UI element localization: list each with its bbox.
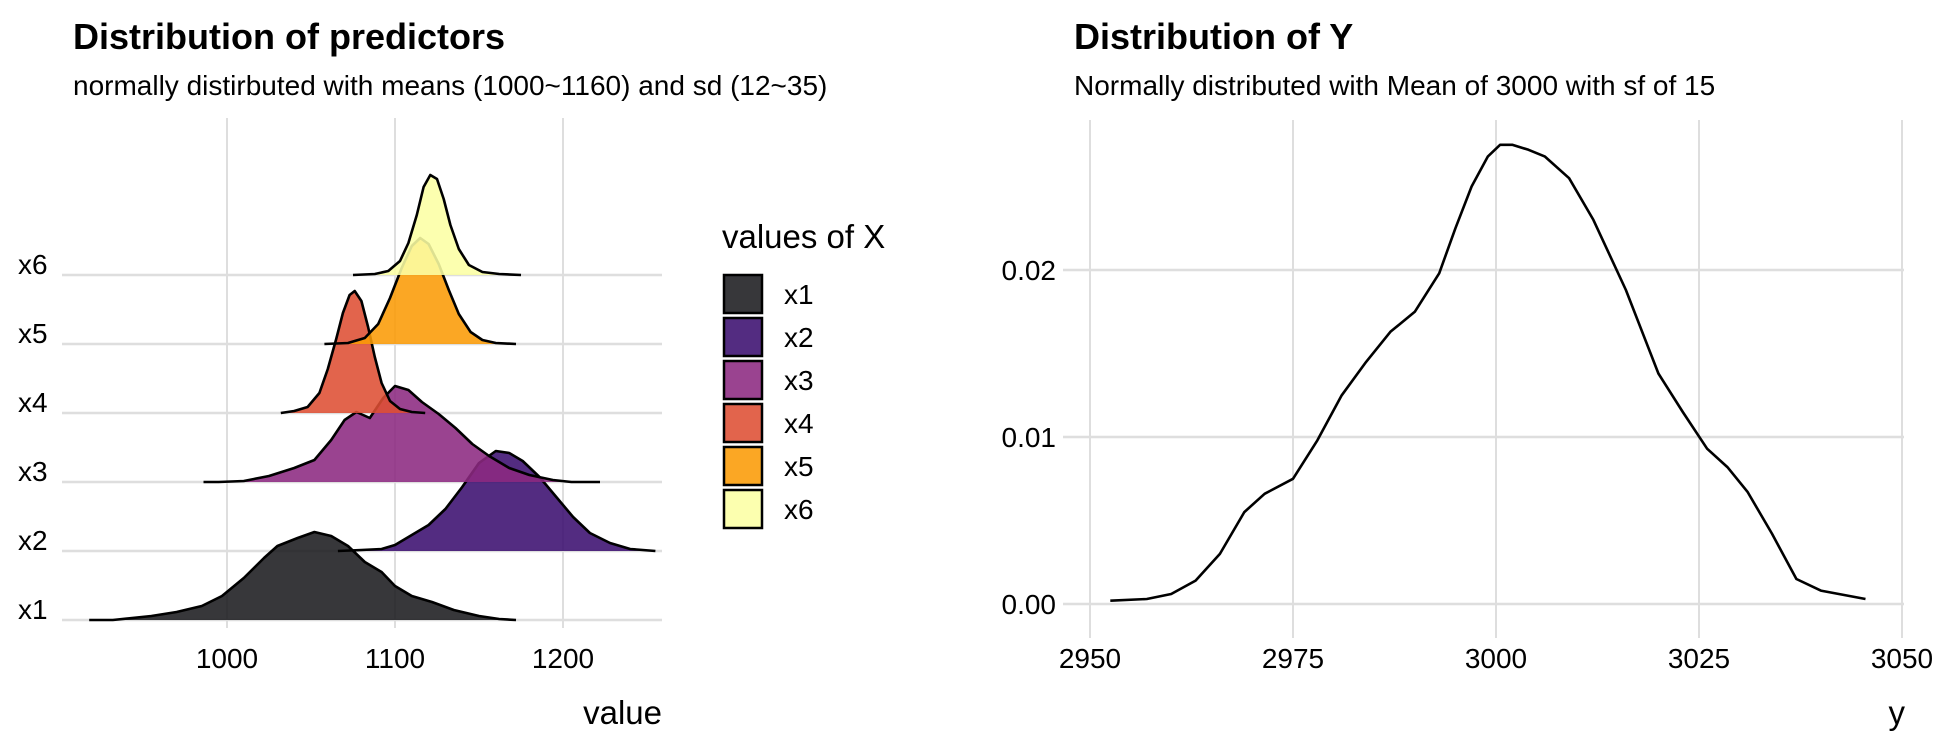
y-tick-label: x5 <box>18 318 48 349</box>
y-tick-label: x6 <box>18 249 48 280</box>
y-tick-label: 0.01 <box>1002 422 1057 453</box>
ridge-line-x2 <box>337 449 656 553</box>
x-tick-label: 2975 <box>1262 643 1324 674</box>
legend-swatch-x3 <box>722 359 764 401</box>
y-tick-label: 0.02 <box>1002 255 1057 286</box>
x-tick-label: 1200 <box>532 643 594 674</box>
ridge-area-x1 <box>89 532 516 620</box>
y-tick-label: 0.00 <box>1002 589 1057 620</box>
legend-label-x6: x6 <box>784 494 814 525</box>
y-tick-label: x2 <box>18 525 48 556</box>
legend-title: values of X <box>722 218 885 255</box>
legend-swatch-x6 <box>722 488 764 530</box>
ridge-line-x6 <box>352 173 522 277</box>
ridge-area-x6 <box>353 175 521 275</box>
x-tick-label: 3025 <box>1668 643 1730 674</box>
density-plot: 2950 2975 3000 3025 3050 0.00 0.01 0.02 y <box>1002 120 1933 731</box>
x-tick-label: 3000 <box>1465 643 1527 674</box>
ridge-line-x4 <box>280 289 426 415</box>
legend-swatch-x2 <box>722 316 764 358</box>
ridge-line-x1 <box>89 530 517 622</box>
ridgeline-plot: 1000 1100 1200 x1 x2 x3 x4 x5 x6 value <box>18 118 662 731</box>
y-tick-label: x4 <box>18 387 48 418</box>
legend-label-x4: x4 <box>784 408 814 439</box>
x-axis-title: y <box>1889 694 1906 731</box>
y-tick-label: x3 <box>18 456 48 487</box>
x-tick-label: 1000 <box>196 643 258 674</box>
ridge-area-x3 <box>203 386 600 482</box>
legend-swatch-x5 <box>722 445 764 487</box>
legend-label-x1: x1 <box>784 279 814 310</box>
ridge-area-x2 <box>337 451 656 551</box>
density-line <box>1110 143 1866 602</box>
y-tick-label: x1 <box>18 594 48 625</box>
x-tick-label: 1100 <box>365 643 425 674</box>
left-chart-title: Distribution of predictors <box>73 16 505 57</box>
right-chart-title: Distribution of Y <box>1074 16 1354 57</box>
legend-swatch-x1 <box>722 273 764 315</box>
x-tick-label: 2950 <box>1059 643 1121 674</box>
ridge-area-x4 <box>280 291 426 413</box>
legend-label-x5: x5 <box>784 451 814 482</box>
x-axis-title: value <box>583 694 662 731</box>
legend-swatch-x4 <box>722 402 764 444</box>
legend: values of X x1 x2 x3 x4 x5 x6 <box>722 218 885 530</box>
ridge-line-x3 <box>203 384 600 484</box>
right-chart-subtitle: Normally distributed with Mean of 3000 w… <box>1074 70 1716 101</box>
legend-label-x2: x2 <box>784 322 814 353</box>
ridge-area-x5 <box>324 238 516 344</box>
legend-label-x3: x3 <box>784 365 814 396</box>
x-tick-label: 3050 <box>1871 643 1933 674</box>
left-chart-subtitle: normally distirbuted with means (1000~11… <box>73 70 828 101</box>
